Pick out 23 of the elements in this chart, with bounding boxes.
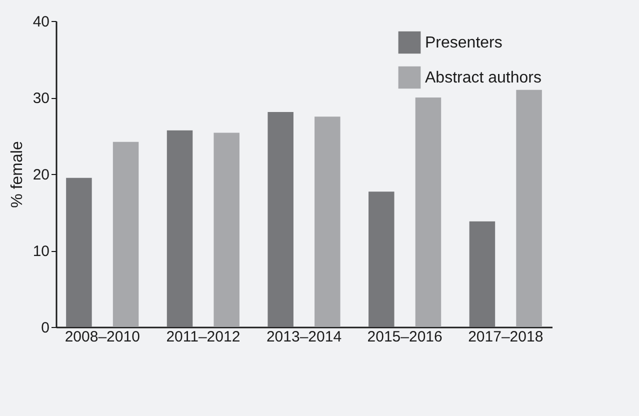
y-tick-label: 30: [32, 90, 50, 107]
legend-label: Abstract authors: [425, 70, 542, 86]
y-tick-label: 40: [32, 14, 50, 30]
bar: [516, 90, 542, 327]
bar: [214, 132, 240, 327]
bar: [368, 192, 394, 327]
x-tick-label: 2017–2018: [468, 328, 544, 346]
y-tick-label: 20: [32, 166, 50, 184]
y-axis-title: % female: [8, 141, 26, 208]
x-tick-label: 2013–2014: [266, 328, 342, 346]
y-tick-label: 10: [32, 243, 50, 260]
bar: [66, 178, 92, 327]
legend-label: Presenters: [425, 34, 502, 52]
x-tick-label: 2008–2010: [64, 328, 140, 346]
bar: [166, 130, 193, 327]
bar: [469, 221, 496, 327]
y-tick-label: 0: [41, 320, 50, 336]
bar: [314, 116, 340, 327]
x-tick-label: 2015–2016: [367, 328, 442, 346]
bar: [112, 142, 139, 327]
bar: [415, 98, 442, 327]
bar: [268, 112, 294, 327]
x-tick-label: 2011–2012: [166, 328, 240, 346]
